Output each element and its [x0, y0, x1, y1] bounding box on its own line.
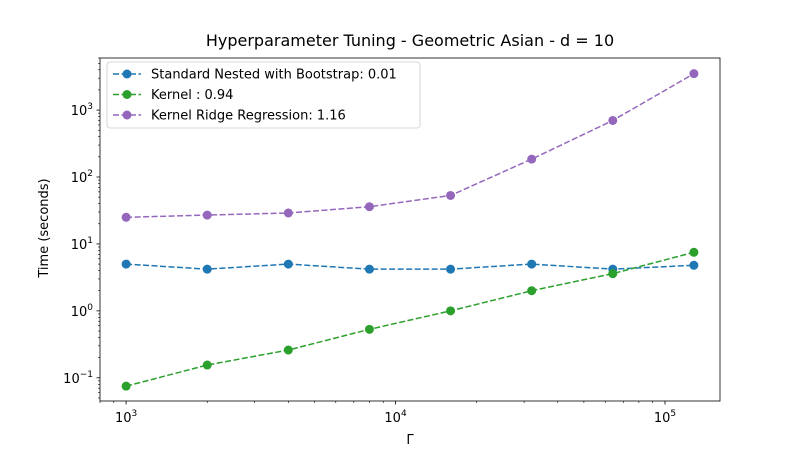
- series-1-point-0: [121, 381, 131, 391]
- plot-area: 103 104 105 10−1 100 101 102 103: [63, 57, 721, 426]
- x-axis-label: Γ: [406, 433, 414, 448]
- series-1-point-2: [283, 345, 293, 355]
- legend-marker-0: [122, 69, 132, 79]
- series-1-point-7: [689, 247, 699, 257]
- series-0-point-7: [689, 260, 699, 270]
- y-tick-label-3: 102: [71, 169, 93, 186]
- series-1-point-4: [446, 306, 456, 316]
- series-1-point-5: [527, 286, 537, 296]
- x-tick-label-2: 105: [654, 409, 676, 426]
- legend-entry-1: Kernel : 0.94: [151, 88, 233, 103]
- chart-title: Hyperparameter Tuning - Geometric Asian …: [206, 31, 614, 50]
- series-2-point-2: [283, 208, 293, 218]
- series-0-point-2: [283, 259, 293, 269]
- legend-marker-2: [122, 110, 132, 120]
- series-0-point-3: [364, 264, 374, 274]
- series-line-0: [126, 263, 694, 270]
- series-1-point-3: [364, 324, 374, 334]
- series-line-1: [125, 251, 695, 387]
- series-2-point-6: [608, 115, 618, 125]
- y-tick-label-1: 100: [71, 303, 94, 320]
- series-2-point-0: [121, 212, 131, 222]
- series-2-point-7: [689, 69, 699, 79]
- series-2-point-3: [364, 202, 374, 212]
- series-0-point-0: [121, 259, 131, 269]
- series-0-point-4: [446, 264, 456, 274]
- y-tick-label-0: 10−1: [63, 370, 93, 387]
- y-tick-label-2: 101: [71, 236, 93, 253]
- series-0-point-5: [527, 259, 537, 269]
- legend: Standard Nested with Bootstrap: 0.01 Kern…: [106, 61, 421, 129]
- x-tick-label-0: 103: [115, 409, 137, 426]
- series-0-point-1: [202, 264, 212, 274]
- series-line-2: [126, 73, 695, 219]
- series-1-point-6: [608, 269, 618, 279]
- legend-marker-1: [122, 90, 132, 99]
- legend-entry-0: Standard Nested with Bootstrap: 0.01: [151, 68, 397, 83]
- axes-frame: [99, 57, 721, 402]
- series-2-point-4: [446, 190, 456, 200]
- y-tick-label-4: 103: [71, 102, 93, 119]
- series-2-point-5: [527, 154, 537, 164]
- series-1-point-1: [202, 360, 212, 370]
- y-axis-label: Time (seconds): [37, 178, 52, 278]
- series-2-point-1: [202, 210, 212, 220]
- legend-entry-2: Kernel Ridge Regression: 1.16: [151, 109, 346, 124]
- legend-box: [106, 61, 421, 129]
- x-tick-label-1: 104: [384, 409, 407, 426]
